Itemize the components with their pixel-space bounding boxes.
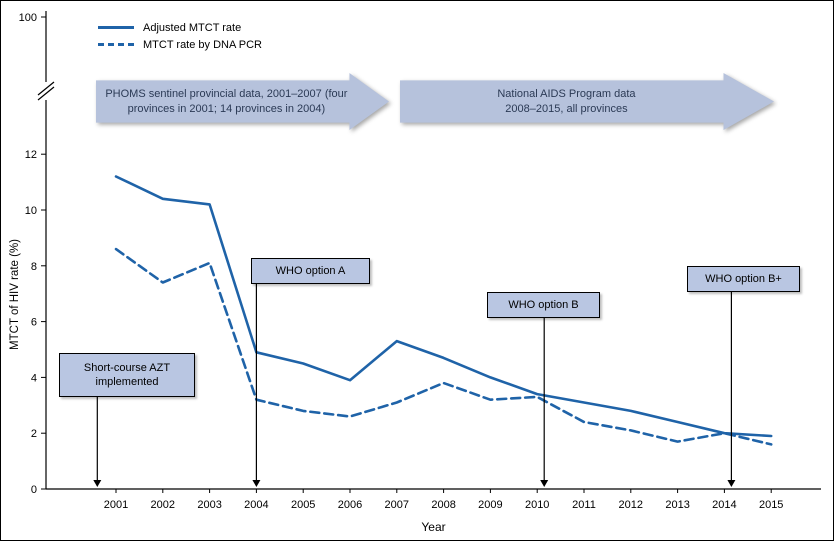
svg-text:6: 6 xyxy=(31,317,37,329)
solid-line-swatch xyxy=(98,26,134,29)
annotation-short-course-azt: Short-course AZT implemented xyxy=(59,353,195,397)
svg-text:2006: 2006 xyxy=(338,499,362,511)
banner-national-aids-data: National AIDS Program data 2008–2015, al… xyxy=(400,73,774,130)
annotation-who-option-b-label: WHO option B xyxy=(508,298,579,311)
banner-phoms-text: PHOMS sentinel provincial data, 2001–200… xyxy=(105,87,348,115)
svg-text:0: 0 xyxy=(31,484,37,496)
svg-text:2015: 2015 xyxy=(759,499,783,511)
annotation-who-option-b-plus-label: WHO option B+ xyxy=(705,272,782,285)
svg-text:10: 10 xyxy=(25,205,37,217)
svg-text:2014: 2014 xyxy=(712,499,736,511)
svg-text:2005: 2005 xyxy=(291,499,315,511)
svg-text:2009: 2009 xyxy=(478,499,502,511)
annotation-short-course-azt-label: Short-course AZT implemented xyxy=(83,361,171,388)
dashed-line-swatch xyxy=(98,43,134,46)
svg-text:2003: 2003 xyxy=(197,499,221,511)
chart-legend: Adjusted MTCT rate MTCT rate by DNA PCR xyxy=(98,19,262,53)
legend-item-adjusted-mtct: Adjusted MTCT rate xyxy=(98,19,262,36)
svg-text:2011: 2011 xyxy=(572,499,596,511)
y-axis-title: MTCT of HIV rate (%) xyxy=(9,239,21,350)
svg-text:4: 4 xyxy=(31,372,37,384)
svg-text:2002: 2002 xyxy=(151,499,175,511)
svg-text:2004: 2004 xyxy=(244,499,268,511)
annotation-who-option-a: WHO option A xyxy=(251,258,370,284)
x-axis-title: Year xyxy=(421,520,446,534)
svg-text:2010: 2010 xyxy=(525,499,549,511)
banner-phoms-data: PHOMS sentinel provincial data, 2001–200… xyxy=(96,73,389,130)
svg-text:12: 12 xyxy=(25,149,37,161)
legend-item-dna-pcr: MTCT rate by DNA PCR xyxy=(98,36,262,53)
svg-text:2012: 2012 xyxy=(619,499,643,511)
annotation-who-option-b: WHO option B xyxy=(487,292,600,318)
svg-text:8: 8 xyxy=(31,261,37,273)
annotation-who-option-a-label: WHO option A xyxy=(275,264,346,277)
banner-national-aids-arrow-shape: National AIDS Program data 2008–2015, al… xyxy=(400,73,774,130)
svg-text:100: 100 xyxy=(19,12,37,24)
legend-label-dna-pcr: MTCT rate by DNA PCR xyxy=(143,38,262,51)
svg-text:2013: 2013 xyxy=(665,499,689,511)
annotation-who-option-b-plus: WHO option B+ xyxy=(687,266,800,292)
svg-text:2007: 2007 xyxy=(385,499,409,511)
legend-label-adjusted-mtct: Adjusted MTCT rate xyxy=(143,21,242,34)
svg-text:2001: 2001 xyxy=(104,499,128,511)
banner-national-aids-text: National AIDS Program data 2008–2015, al… xyxy=(497,87,636,115)
banner-phoms-arrow-shape: PHOMS sentinel provincial data, 2001–200… xyxy=(96,73,389,130)
svg-text:2: 2 xyxy=(31,428,37,440)
svg-text:2008: 2008 xyxy=(431,499,455,511)
